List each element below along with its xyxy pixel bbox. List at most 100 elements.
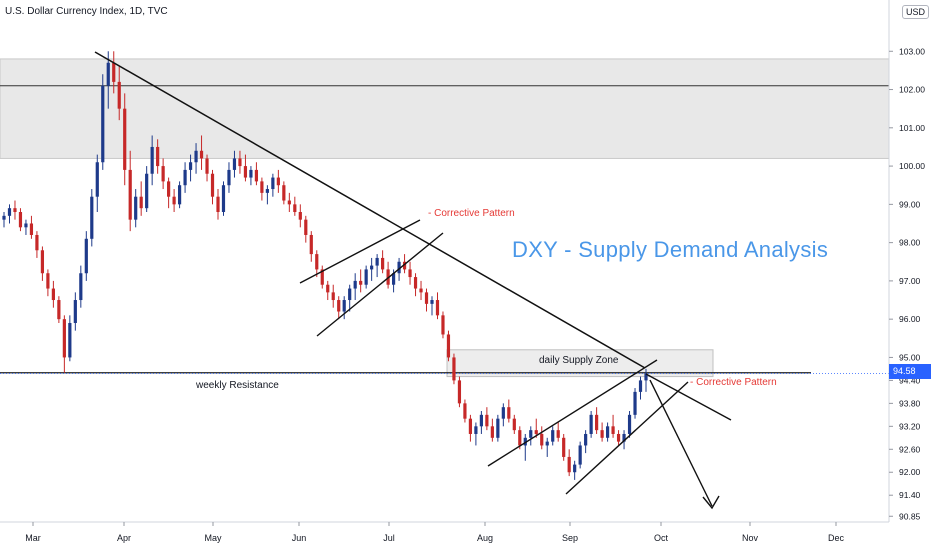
currency-button[interactable]: USD — [902, 5, 930, 19]
candle-body — [644, 373, 648, 381]
candle-body — [139, 196, 143, 209]
corrective-pattern-label-2: - Corrective Pattern — [690, 377, 777, 388]
candle-body — [112, 62, 116, 82]
time-tick-label: Sep — [562, 533, 578, 543]
candle-body — [573, 464, 577, 473]
time-tick-label: Oct — [654, 533, 669, 543]
candle-body — [413, 277, 418, 289]
weekly-resistance-label: weekly Resistance — [196, 380, 279, 391]
candle-body — [84, 238, 88, 274]
price-tick-label: 92.60 — [899, 444, 921, 454]
candle-body — [419, 288, 423, 293]
candle-body — [304, 219, 308, 235]
candle-body — [391, 273, 396, 285]
candle-body — [402, 261, 407, 270]
projection-line — [645, 373, 732, 421]
projection-arrow-line — [649, 379, 713, 507]
candle-body — [238, 158, 242, 167]
price-tick-label: 91.40 — [899, 490, 921, 500]
candle-body — [435, 300, 440, 316]
candle-body — [232, 158, 237, 170]
candle-body — [227, 169, 231, 186]
candle-body — [364, 269, 368, 285]
candle-body — [205, 158, 209, 174]
candle-body — [545, 441, 549, 446]
candle-body — [457, 380, 462, 404]
candle-body — [298, 212, 302, 220]
time-tick-label: Jul — [383, 533, 395, 543]
candle-body — [29, 223, 34, 235]
candle-body — [123, 108, 127, 170]
candle-body — [490, 426, 494, 438]
candle-body — [320, 269, 324, 285]
price-tick-label: 102.00 — [899, 85, 925, 95]
candle-body — [95, 162, 99, 197]
candle-body — [35, 234, 39, 251]
price-tick-label: 99.00 — [899, 199, 921, 209]
candle-body — [161, 166, 165, 182]
time-tick-label: Aug — [477, 533, 493, 543]
candle-body — [221, 185, 226, 213]
candle-body — [331, 292, 335, 301]
candle-body — [315, 254, 319, 270]
candle-body — [578, 445, 582, 465]
major-downtrend-line — [94, 51, 646, 369]
supply-zone-label: daily Supply Zone — [539, 355, 619, 366]
price-tick-label: 93.20 — [899, 421, 921, 431]
candle-body — [210, 173, 215, 197]
time-tick-label: Dec — [828, 533, 845, 543]
weekly-supply-zone — [0, 58, 890, 159]
candle-body — [529, 430, 533, 438]
candle-body — [452, 357, 456, 381]
candle-body — [381, 257, 385, 270]
candle-body — [177, 185, 182, 205]
corrective-pattern-label-1: - Corrective Pattern — [428, 208, 515, 219]
candle-body — [249, 169, 253, 178]
candle-body — [556, 430, 560, 438]
candle-body — [337, 300, 341, 312]
candle-body — [101, 85, 105, 163]
candle-body — [523, 437, 527, 446]
candle-body — [540, 433, 544, 446]
candle-body — [584, 433, 588, 446]
corrective-channel-upper-1 — [299, 219, 421, 284]
corrective-channel-lower-1 — [316, 232, 444, 337]
price-tick-label: 92.00 — [899, 467, 921, 477]
candle-body — [485, 414, 489, 427]
candle-body — [276, 177, 280, 186]
corrective-channel-lower-2 — [565, 381, 689, 495]
price-tick-label: 98.00 — [899, 238, 921, 248]
candle-body — [518, 430, 522, 446]
candle-body — [51, 288, 55, 301]
price-tick-label: 101.00 — [899, 123, 925, 133]
price-tick-label: 97.00 — [899, 276, 921, 286]
candle-body — [474, 426, 478, 434]
candle-body — [616, 433, 621, 442]
candle-body — [167, 181, 171, 197]
candle-body — [68, 322, 72, 358]
last-price-tag: 94.58 — [889, 364, 931, 379]
candle-body — [463, 403, 467, 419]
candle-body — [46, 273, 50, 289]
time-tick-label: May — [204, 533, 222, 543]
candle-body — [375, 257, 379, 266]
candle-body — [342, 300, 346, 312]
candle-body — [605, 426, 610, 438]
candle-body — [216, 196, 220, 213]
price-tick-label: 100.00 — [899, 161, 925, 171]
candle-body — [627, 414, 632, 434]
candle-body — [309, 234, 313, 255]
candle-body — [589, 414, 593, 434]
corrective-channel-upper-2 — [487, 359, 658, 467]
candle-body — [534, 430, 538, 434]
projection-arrow-head — [702, 495, 720, 510]
candle-body — [106, 62, 110, 86]
candle-body — [622, 433, 626, 442]
candle-body — [507, 407, 511, 419]
candle-body — [293, 204, 297, 213]
candle-body — [359, 280, 363, 285]
candle-body — [595, 414, 599, 431]
candle-body — [287, 200, 291, 205]
candle-body — [353, 280, 357, 289]
